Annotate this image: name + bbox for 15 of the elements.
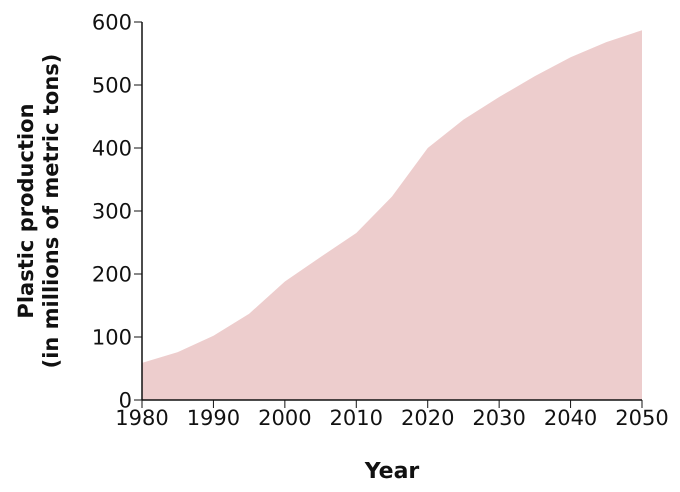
x-tick-label: 1990 xyxy=(186,406,240,430)
y-tick-label: 200 xyxy=(92,262,132,286)
y-tick-label: 300 xyxy=(92,199,132,224)
x-tick-label: 2000 xyxy=(258,406,312,430)
x-tick-label: 2020 xyxy=(400,406,454,430)
y-tick-label: 100 xyxy=(92,325,132,350)
x-tick-label: 2030 xyxy=(472,406,526,430)
y-axis-title: Plastic production (in millions of metric tons) xyxy=(14,54,63,368)
y-tick-label: 400 xyxy=(92,136,132,160)
y-tick-label: 600 xyxy=(92,10,132,34)
x-axis-title: Year xyxy=(364,459,420,484)
y-tick-label: 500 xyxy=(92,73,132,98)
x-tick-label: 2050 xyxy=(615,406,669,430)
x-tick-label: 2040 xyxy=(544,406,598,430)
x-tick-label: 2010 xyxy=(330,406,384,430)
